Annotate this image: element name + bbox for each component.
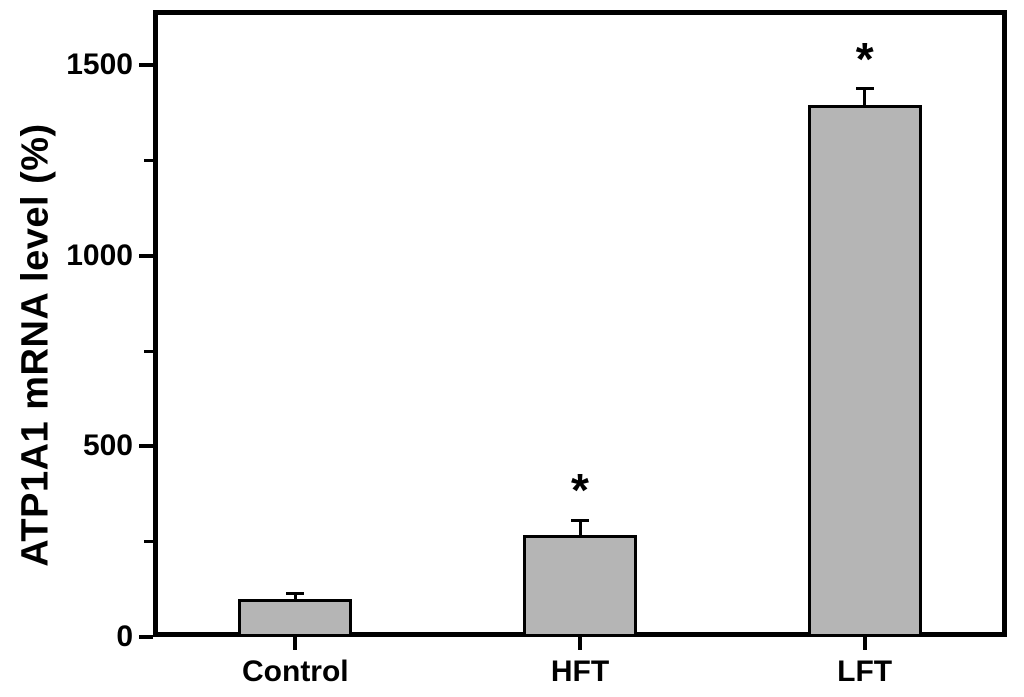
y-tick-minor-250 — [144, 540, 153, 544]
error-bar-line-control — [293, 593, 297, 599]
bar-hft — [523, 534, 637, 637]
error-bar-line-hft — [578, 520, 582, 535]
significance-star-lft: * — [855, 32, 874, 85]
error-bar-line-lft — [863, 88, 867, 106]
y-tick-major-1500 — [139, 63, 153, 68]
x-tick-hft — [578, 637, 582, 650]
x-tick-lft — [862, 637, 867, 650]
x-label-lft: LFT — [837, 655, 893, 688]
y-tick-label-1000: 1000 — [66, 238, 133, 272]
bar-control — [238, 598, 353, 637]
bar-lft — [807, 105, 922, 637]
y-tick-label-1500: 1500 — [66, 48, 133, 82]
y-tick-minor-750 — [144, 349, 153, 353]
x-label-control: Control — [242, 655, 349, 688]
y-tick-major-0 — [139, 635, 153, 639]
y-tick-major-1000 — [139, 253, 153, 258]
x-label-hft: HFT — [550, 655, 610, 688]
significance-star-hft: * — [571, 464, 589, 517]
error-bar-cap-control — [286, 592, 305, 596]
y-tick-label-500: 500 — [82, 429, 133, 463]
error-bar-cap-lft — [855, 87, 874, 91]
x-tick-control — [293, 637, 298, 650]
y-tick-label-0: 0 — [116, 620, 133, 653]
y-tick-minor-1250 — [144, 159, 153, 163]
error-bar-cap-hft — [571, 518, 589, 522]
y-tick-major-500 — [139, 444, 153, 449]
